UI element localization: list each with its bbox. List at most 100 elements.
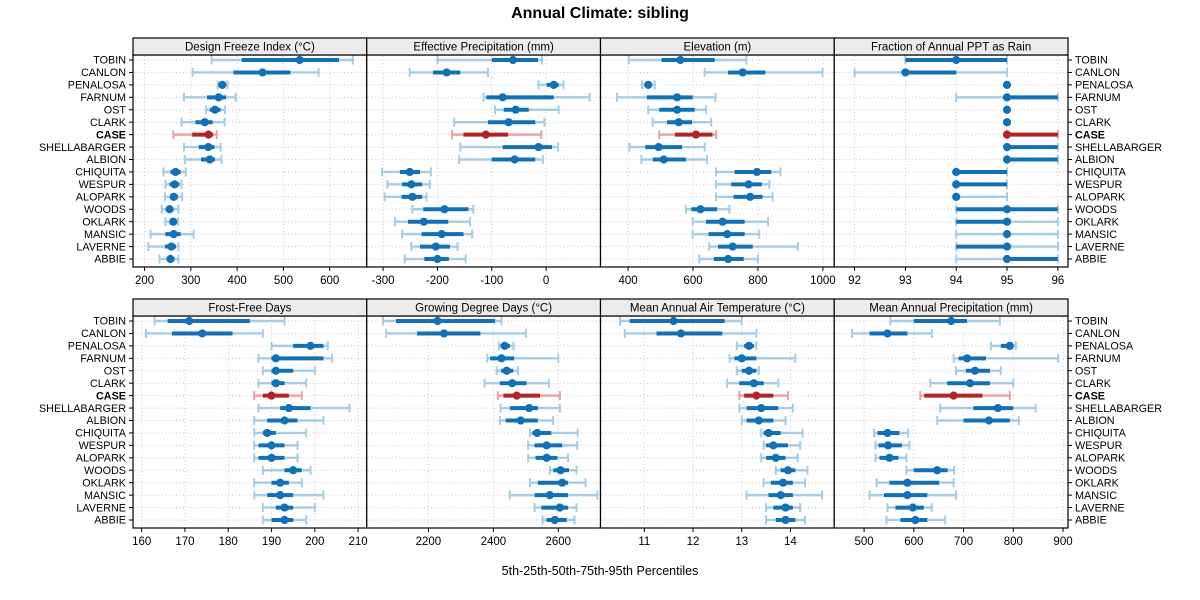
interval-row-wespur xyxy=(762,440,802,450)
median-dot xyxy=(542,441,551,450)
panel-background xyxy=(600,316,835,528)
median-dot xyxy=(696,205,705,214)
interval-row-mansic xyxy=(149,229,195,239)
station-label-left-case-top: CASE xyxy=(96,129,126,141)
interval-row-shellabarger xyxy=(1002,142,1059,152)
station-label-right-albion-bottom: ALBION xyxy=(1075,415,1115,427)
median-dot xyxy=(534,142,543,152)
x-tick-label: 300 xyxy=(181,275,200,287)
station-label-right-ost-bottom: OST xyxy=(1075,365,1098,377)
interval-row-penalosa xyxy=(641,80,656,90)
interval-row-woods xyxy=(774,465,809,475)
interval-row-tobin xyxy=(153,316,286,326)
interval-row-albion xyxy=(740,416,787,425)
median-dot xyxy=(508,379,517,388)
median-dot xyxy=(511,105,520,114)
interval-row-alopark xyxy=(760,453,799,463)
interval-row-case xyxy=(919,391,1011,401)
median-dot xyxy=(500,341,509,350)
interval-row-alopark xyxy=(874,453,908,463)
interval-row-ost xyxy=(735,366,760,376)
interval-row-oklark xyxy=(164,217,179,227)
median-dot xyxy=(883,428,892,438)
station-label-left-abbie-bottom: ABBIE xyxy=(94,515,126,527)
station-label-left-farnum-bottom: FARNUM xyxy=(80,353,126,365)
median-dot xyxy=(280,503,289,512)
interval-row-abbie xyxy=(261,515,308,525)
x-tick-label: 94 xyxy=(950,275,963,287)
median-dot xyxy=(214,93,223,102)
interval-row-canlon xyxy=(623,328,758,338)
median-dot xyxy=(204,130,213,139)
interval-row-alopark xyxy=(163,192,184,202)
median-dot xyxy=(659,155,668,164)
interval-row-abbie xyxy=(765,515,807,525)
station-label-right-mansic-top: MANSIC xyxy=(1075,229,1117,241)
interval-row-albion xyxy=(458,155,544,164)
median-dot xyxy=(1002,155,1012,164)
panel-background xyxy=(366,316,601,528)
median-dot xyxy=(883,329,892,338)
station-label-left-chiquita-bottom: CHIQUITA xyxy=(75,428,127,440)
interval-row-clark xyxy=(453,117,546,127)
interval-row-albion xyxy=(1002,155,1059,164)
interval-row-mansic xyxy=(401,229,474,239)
median-dot xyxy=(306,341,315,350)
median-dot xyxy=(439,329,449,338)
station-label-left-canlon-top: CANLON xyxy=(81,67,126,79)
median-dot xyxy=(167,242,176,251)
interval-row-laverne xyxy=(765,503,802,513)
interval-row-case xyxy=(496,391,561,401)
interval-row-abbie xyxy=(885,515,947,525)
x-tick-label: 2400 xyxy=(481,536,507,548)
interval-row-penalosa xyxy=(989,341,1017,351)
median-dot xyxy=(749,379,758,388)
station-label-right-laverne-top: LAVERNE xyxy=(1075,241,1125,253)
median-dot xyxy=(1002,93,1012,102)
interval-row-oklark xyxy=(691,217,770,227)
x-tick-label: 400 xyxy=(619,275,638,287)
interval-row-farnum xyxy=(182,92,237,102)
interval-row-laverne xyxy=(410,242,459,252)
page-title: Annual Climate: sibling xyxy=(511,5,689,22)
interval-row-case xyxy=(658,130,718,140)
x-tick-label: -300 xyxy=(372,275,395,287)
interval-row-abbie xyxy=(158,254,180,264)
interval-row-shellabarger xyxy=(499,403,561,413)
x-tick-label: 0 xyxy=(543,275,549,287)
median-dot xyxy=(769,441,778,450)
interval-row-canlon xyxy=(853,67,1009,77)
interval-row-case xyxy=(172,130,218,140)
strip-title: Mean Annual Precipitation (mm) xyxy=(869,303,1033,315)
median-dot xyxy=(437,230,446,239)
station-label-right-alopark-top: ALOPARK xyxy=(1075,192,1126,204)
interval-row-alopark xyxy=(527,453,570,463)
median-dot xyxy=(210,105,220,114)
median-dot xyxy=(442,68,451,77)
interval-row-tobin xyxy=(618,316,743,326)
panel-mean-annual-precipitation-mm: 500 600 700 800 900 Mean Annual Precipitation… xyxy=(833,298,1073,548)
interval-row-alopark xyxy=(253,453,299,463)
median-dot xyxy=(970,366,980,375)
median-dot xyxy=(419,217,428,226)
median-dot xyxy=(258,68,267,77)
interval-row-oklark xyxy=(955,217,1059,227)
interval-row-ost xyxy=(955,366,1002,376)
median-dot xyxy=(962,354,972,363)
strip-title: Fraction of Annual PPT as Rain xyxy=(871,42,1031,54)
median-dot xyxy=(169,230,178,239)
interval-row-wespur xyxy=(164,179,183,189)
median-dot xyxy=(295,55,304,65)
station-label-right-case-top: CASE xyxy=(1075,129,1105,141)
interval-row-penalosa xyxy=(270,341,329,351)
median-dot xyxy=(185,316,194,326)
median-dot xyxy=(723,230,732,239)
x-tick-label: 600 xyxy=(320,275,339,287)
x-tick-label: 13 xyxy=(735,536,748,548)
x-tick-label: 800 xyxy=(1004,536,1023,548)
interval-row-abbie xyxy=(403,254,467,264)
median-dot xyxy=(276,491,285,500)
interval-row-laverne xyxy=(886,503,933,513)
